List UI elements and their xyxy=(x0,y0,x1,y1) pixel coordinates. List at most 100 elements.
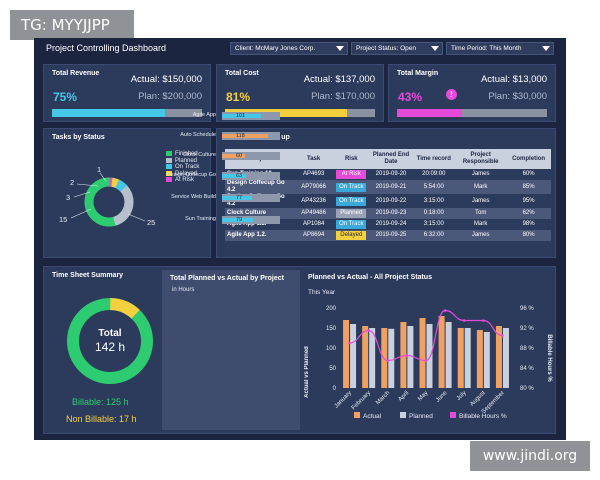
column-header[interactable]: Task xyxy=(294,149,333,169)
cell-time: 6:32:00 xyxy=(412,230,456,241)
y2-tick-label: 92 % xyxy=(520,326,534,332)
donut-slice-planned xyxy=(84,177,134,227)
bar-planned[interactable] xyxy=(445,322,452,388)
chevron-down-icon xyxy=(336,46,344,51)
chart-subtitle: This Year xyxy=(308,289,336,296)
bar-value: 79 xyxy=(236,217,243,223)
line-point[interactable] xyxy=(386,359,390,362)
kpi-percent: 43% xyxy=(398,90,423,104)
column-header[interactable]: Risk xyxy=(332,149,370,169)
x-tick-label: April xyxy=(398,390,411,403)
x-tick-label: August xyxy=(469,390,487,408)
bar-planned[interactable] xyxy=(369,328,376,388)
bar-actual[interactable] xyxy=(476,330,483,388)
risk-badge: Delayed xyxy=(336,231,367,240)
cell-project: Agile App 1.2. xyxy=(225,230,295,241)
cell-resp: James xyxy=(455,169,507,180)
legend-actual: Actual xyxy=(363,413,382,420)
column-header[interactable]: Planned End Date xyxy=(369,149,413,169)
kpi-card-revenue: Total Revenue Actual: $150,000 75% Plan:… xyxy=(43,64,211,122)
table-row[interactable]: Agile App 1.2. AP1084 On Track 2019-09-24 3:… xyxy=(225,219,551,230)
alert-icon[interactable]: ! xyxy=(446,89,457,100)
bar-actual[interactable] xyxy=(419,318,426,388)
dashboard: Project Controlling Dashboard Client: Mc… xyxy=(34,38,566,440)
bar-planned[interactable] xyxy=(483,332,490,388)
cell-completion: 85% xyxy=(506,180,551,194)
status-filter-dropdown[interactable]: Project Status: Open xyxy=(351,42,443,55)
bar-actual[interactable] xyxy=(457,328,464,388)
column-header[interactable]: Project Responsible xyxy=(455,149,507,169)
client-filter-dropdown[interactable]: Client: McMary Jones Corp. xyxy=(230,42,348,55)
line-point[interactable] xyxy=(501,334,504,337)
y-tick-label: 0 xyxy=(333,386,337,392)
risk-cell: On Track xyxy=(332,219,370,230)
table-row[interactable]: Design Coffecup Go 4.2 AP79066 On Track 201… xyxy=(225,180,551,194)
planned-bar: 77 xyxy=(222,194,280,202)
column-header[interactable]: Completion xyxy=(506,149,551,169)
line-point[interactable] xyxy=(367,329,370,332)
kpi-plan: Plan: $170,000 xyxy=(311,91,375,102)
cell-end: 2019-09-20 xyxy=(369,169,413,180)
risk-badge: Planned xyxy=(336,209,367,218)
page-title: Project Controlling Dashboard xyxy=(46,43,167,53)
risk-badge: On Track xyxy=(336,182,367,192)
y2-tick-label: 88 % xyxy=(520,346,534,352)
bar-actual[interactable] xyxy=(495,326,502,388)
actual-bar xyxy=(222,134,268,138)
line-point[interactable] xyxy=(443,309,447,312)
project-label: Service Web Build xyxy=(171,194,216,200)
cell-completion: 80% xyxy=(506,230,551,241)
legend-item: Planned xyxy=(166,157,199,164)
line-point[interactable] xyxy=(348,341,351,345)
cell-task: AP79066 xyxy=(294,180,333,194)
cell-time: 20:09:00 xyxy=(412,169,456,180)
bar-planned[interactable] xyxy=(407,326,414,388)
planned-bar: 101 xyxy=(222,112,280,120)
slice-label: 2 xyxy=(70,178,74,187)
top-bar: Project Controlling Dashboard Client: Mc… xyxy=(34,38,566,58)
watermark: www.jindi.org xyxy=(470,441,590,471)
line-point[interactable] xyxy=(424,359,428,362)
line-point[interactable] xyxy=(482,319,485,322)
planned-bar: 63 xyxy=(222,172,280,180)
risk-cell: On Track xyxy=(332,194,370,208)
column-header[interactable]: Time record xyxy=(412,149,456,169)
main-tasks-panel: Main Tasks Next up Project Task Risk Pla… xyxy=(216,128,556,258)
planned-bar: 60 xyxy=(222,152,280,160)
table-row[interactable]: Clock Culture AP49486 Planned 2019-09-23 0:1… xyxy=(225,208,551,219)
bar-planned[interactable] xyxy=(426,324,433,388)
legend-item: Finished xyxy=(166,151,199,157)
x-tick-label: July xyxy=(456,390,468,402)
period-filter-dropdown[interactable]: Time Period: This Month xyxy=(446,42,554,55)
panel-title: Time Sheet Summary xyxy=(52,272,124,279)
risk-badge: On Track xyxy=(336,220,367,229)
line-point[interactable] xyxy=(462,319,466,322)
billable-ring xyxy=(67,298,153,384)
slice-label: 3 xyxy=(66,193,70,202)
y-tick-label: 200 xyxy=(326,306,337,312)
bar-actual[interactable] xyxy=(438,316,445,388)
actual-bar xyxy=(222,114,262,118)
table-row[interactable]: Agile App 1.2. AP8694 Delayed 2019-09-25 6:3… xyxy=(225,230,551,241)
kpi-progress-fill xyxy=(225,109,347,117)
chart-legend: Actual Planned Billable Hours % xyxy=(354,412,507,420)
bar-actual[interactable] xyxy=(400,322,407,388)
cell-end: 2019-09-22 xyxy=(369,194,413,208)
legend-item: At Risk xyxy=(166,177,199,183)
bar-actual[interactable] xyxy=(362,326,369,388)
actual-bar xyxy=(222,196,252,200)
cell-end: 2019-09-25 xyxy=(369,230,413,241)
bar-planned[interactable] xyxy=(388,328,395,388)
bar-planned[interactable] xyxy=(502,328,509,388)
bar-actual[interactable] xyxy=(343,320,350,388)
bar-planned[interactable] xyxy=(350,324,357,388)
project-label: Auto Schedule xyxy=(180,132,216,138)
line-point[interactable] xyxy=(405,354,409,357)
bar-planned[interactable] xyxy=(464,328,471,388)
project-label: Design Coffecup Go xyxy=(166,172,216,178)
kpi-plan: Plan: $200,000 xyxy=(138,91,202,102)
cell-end: 2019-09-21 xyxy=(369,180,413,194)
bar-actual[interactable] xyxy=(381,328,388,388)
cell-resp: Mark xyxy=(455,219,507,230)
y2-tick-label: 84 % xyxy=(520,366,534,372)
